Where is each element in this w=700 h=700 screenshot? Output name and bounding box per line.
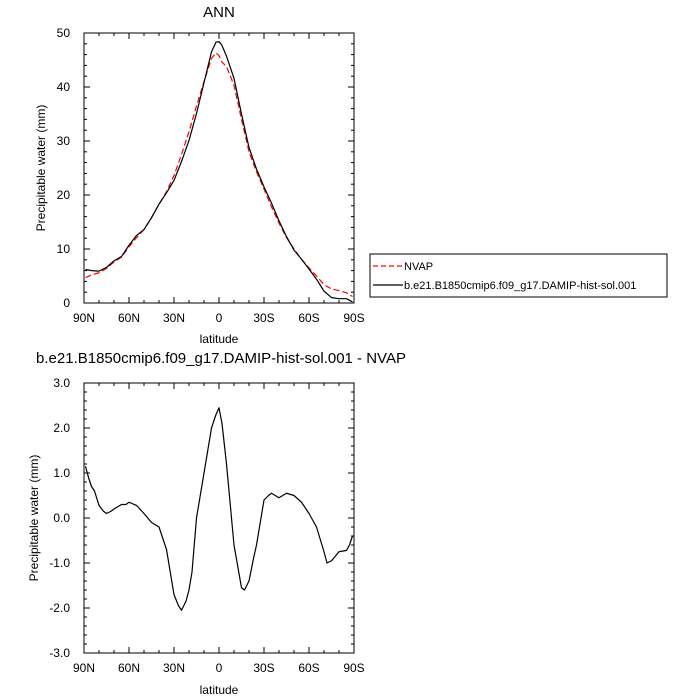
p2-xtick-label-3: 0 [216,661,223,675]
panel2-plot-frame [83,382,355,654]
panel-ann: ANN Precipitable water (mm) latitude 90N… [34,4,365,346]
p1-xtick-label-6: 90S [343,311,364,325]
p1-xtick-label-4: 30S [253,311,274,325]
p1-xtick-label-1: 60N [118,311,140,325]
p1-ytick-label-2: 20 [57,188,71,202]
p2-xtick-label-4: 30S [253,661,274,675]
panel2-tick-labels: 90N 60N 30N 0 30S 60S 90S 3.0 2.0 1.0 0.0 -1.0 -2.0 -… [49,376,364,675]
p1-ytick-label-5: 50 [57,26,71,40]
p1-ytick-label-3: 30 [57,134,71,148]
p2-ytick-label-5: -2.0 [49,601,70,615]
p1-xtick-label-3: 0 [216,311,223,325]
p1-xtick-label-2: 30N [163,311,185,325]
legend-label-model: b.e21.B1850cmip6.f09_g17.DAMIP-hist-sol.… [404,280,636,292]
panel2-series-group [84,407,354,611]
p2-ytick-label-4: -1.0 [49,556,70,570]
panel1-plot-frame [83,32,355,304]
panel1-ylabel: Precipitable water (mm) [34,105,48,232]
p2-ytick-label-1: 2.0 [53,421,70,435]
legend-box [369,253,668,298]
p2-ytick-label-2: 1.0 [53,466,70,480]
panel1-xlabel: latitude [200,332,239,346]
p2-ytick-label-0: 3.0 [53,376,70,390]
panel2-xlabel: latitude [200,683,239,697]
legend: NVAP b.e21.B1850cmip6.f09_g17.DAMIP-hist… [369,253,668,298]
p2-xtick-label-5: 60S [298,661,319,675]
p1-series-line-1 [85,41,353,303]
p2-ytick-label-3: 0.0 [53,511,70,525]
p1-ytick-label-0: 0 [63,296,70,310]
panel1-series-group [85,41,353,303]
panel2-ticks [83,382,355,654]
p2-series-line-0 [84,407,354,611]
p1-xtick-label-5: 60S [298,311,319,325]
panel2-title: b.e21.B1850cmip6.f09_g17.DAMIP-hist-sol.… [36,350,406,367]
legend-label-nvap: NVAP [404,261,433,273]
p2-xtick-label-0: 90N [73,661,95,675]
panel2-ylabel: Precipitable water (mm) [27,455,41,582]
panel1-tick-labels: 90N 60N 30N 0 30S 60S 90S 0 10 20 30 40 50 [57,26,365,325]
panel-difference: b.e21.B1850cmip6.f09_g17.DAMIP-hist-sol.… [27,350,406,697]
p2-xtick-label-6: 90S [343,661,364,675]
p1-xtick-label-0: 90N [73,311,95,325]
p2-xtick-label-1: 60N [118,661,140,675]
p1-ytick-label-4: 40 [57,80,71,94]
panel1-title: ANN [203,4,235,21]
p1-series-line-0 [85,52,353,298]
p2-xtick-label-2: 30N [163,661,185,675]
p1-ytick-label-1: 10 [57,242,71,256]
p2-ytick-label-6: -3.0 [49,646,70,660]
panel1-ticks [83,32,355,304]
